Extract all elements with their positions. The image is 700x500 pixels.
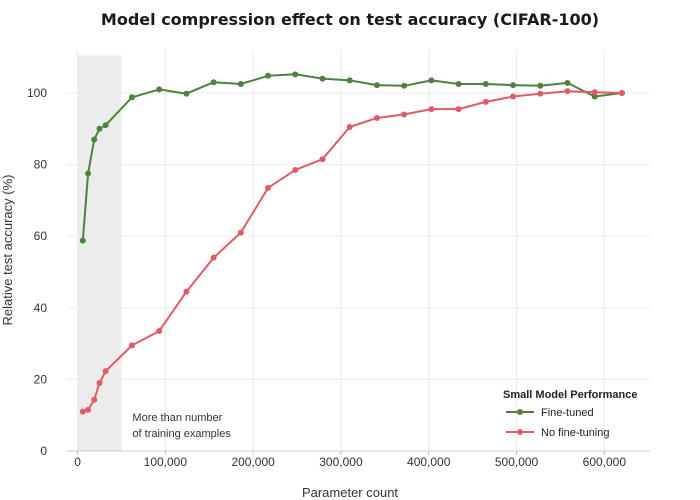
legend-item-no-fine-tuning[interactable]: No fine-tuning: [506, 427, 610, 439]
data-point-no-fine-tuning: [618, 89, 625, 96]
data-point-fine-tuned: [373, 82, 380, 89]
data-point-fine-tuned: [401, 82, 408, 89]
data-point-no-fine-tuning: [183, 288, 190, 295]
data-point-fine-tuned: [210, 79, 217, 86]
chart-title: Model compression effect on test accurac…: [101, 10, 599, 29]
y-tick-label: 20: [34, 372, 48, 386]
legend-label-fine-tuned: Fine-tuned: [541, 407, 594, 419]
data-point-fine-tuned: [319, 75, 326, 82]
x-tick-label: 600,000: [583, 455, 627, 469]
data-point-no-fine-tuning: [537, 90, 544, 97]
data-point-fine-tuned: [156, 86, 163, 93]
data-point-no-fine-tuning: [510, 93, 517, 100]
data-point-no-fine-tuning: [482, 98, 489, 105]
data-point-no-fine-tuning: [265, 184, 272, 191]
legend: Small Model Performance Fine-tuned No fi…: [503, 389, 638, 439]
data-point-no-fine-tuning: [237, 229, 244, 236]
data-point-no-fine-tuning: [292, 166, 299, 173]
data-point-no-fine-tuning: [85, 406, 92, 413]
data-point-fine-tuned: [428, 77, 435, 84]
x-tick-label: 500,000: [495, 455, 539, 469]
data-point-no-fine-tuning: [401, 111, 408, 118]
data-point-no-fine-tuning: [91, 396, 98, 403]
legend-item-fine-tuned[interactable]: Fine-tuned: [506, 407, 594, 419]
data-point-no-fine-tuning: [128, 342, 135, 349]
data-point-fine-tuned: [102, 122, 109, 129]
y-tick-label: 0: [40, 444, 47, 458]
x-tick-label: 100,000: [144, 455, 188, 469]
data-point-fine-tuned: [237, 81, 244, 88]
legend-title: Small Model Performance: [503, 389, 638, 401]
x-tick-label: 400,000: [407, 455, 451, 469]
data-point-no-fine-tuning: [319, 156, 326, 163]
x-tick-label: 200,000: [231, 455, 275, 469]
data-point-fine-tuned: [91, 136, 98, 143]
data-point-fine-tuned: [292, 71, 299, 78]
data-point-fine-tuned: [455, 81, 462, 88]
data-point-fine-tuned: [346, 77, 353, 84]
data-point-fine-tuned: [265, 72, 272, 79]
data-point-fine-tuned: [482, 81, 489, 88]
y-axis-title: Relative test accuracy (%): [0, 175, 15, 326]
data-point-no-fine-tuning: [156, 328, 163, 335]
series-line-no-fine-tuning: [82, 90, 622, 413]
x-axis-title: Parameter count: [302, 485, 398, 500]
y-tick-label: 80: [34, 158, 48, 172]
data-point-fine-tuned: [564, 79, 571, 86]
data-point-no-fine-tuning: [591, 89, 598, 96]
legend-marker-no-fine-tuning: [517, 429, 523, 435]
data-point-fine-tuned: [128, 94, 135, 101]
y-tick-label: 100: [27, 86, 47, 100]
data-point-fine-tuned: [96, 125, 103, 132]
data-point-fine-tuned: [85, 170, 92, 177]
data-point-no-fine-tuning: [102, 368, 109, 375]
axis-layer: 0 20 40 60 80 100 0 100,000 200,000 300,000 400,00…: [27, 86, 650, 469]
gridlines: [67, 50, 650, 452]
y-tick-label: 60: [34, 229, 48, 243]
data-point-no-fine-tuning: [346, 123, 353, 130]
legend-label-no-fine-tuning: No fine-tuning: [541, 427, 610, 439]
data-point-fine-tuned: [591, 93, 598, 100]
shaded-region-label: of training examples: [132, 428, 231, 440]
data-point-no-fine-tuning: [455, 106, 462, 113]
series-layer: [79, 71, 625, 415]
data-point-fine-tuned: [183, 90, 190, 97]
shaded-region: More than number of training examples: [77, 55, 231, 451]
data-point-fine-tuned: [537, 82, 544, 89]
data-point-fine-tuned: [510, 82, 517, 89]
data-point-no-fine-tuning: [564, 88, 571, 95]
data-point-no-fine-tuning: [210, 254, 217, 261]
data-point-no-fine-tuning: [79, 408, 86, 415]
legend-marker-fine-tuned: [517, 409, 523, 415]
x-tick-label: 300,000: [319, 455, 363, 469]
data-point-no-fine-tuning: [428, 106, 435, 113]
y-tick-label: 40: [34, 301, 48, 315]
series-line-fine-tuned: [81, 73, 623, 241]
shaded-region-label: More than number: [132, 412, 222, 424]
x-tick-label: 0: [74, 455, 81, 469]
data-point-no-fine-tuning: [373, 115, 380, 122]
data-point-fine-tuned: [79, 237, 86, 244]
data-point-no-fine-tuning: [96, 379, 103, 386]
